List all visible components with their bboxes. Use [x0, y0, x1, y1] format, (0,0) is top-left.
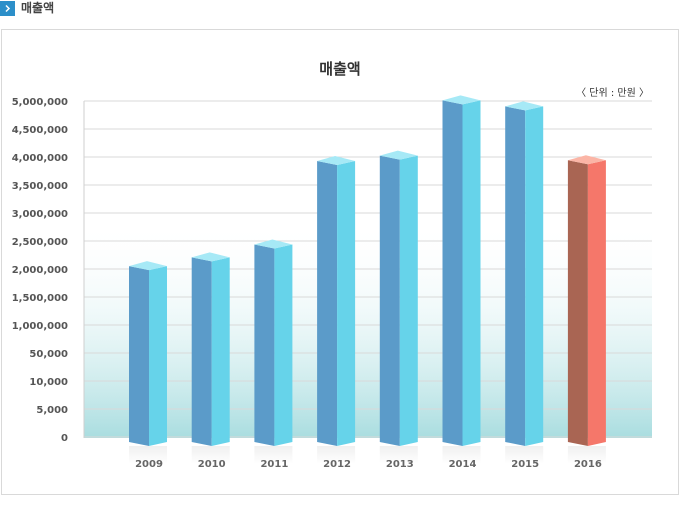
bar-reflection: [379, 446, 418, 464]
bar-reflection: [254, 446, 293, 464]
chevron-right-icon: [0, 0, 15, 16]
bar-front-face: [129, 266, 149, 446]
bar-front-face: [567, 160, 588, 446]
bar-front-face: [254, 244, 275, 446]
x-tick-label: 2010: [198, 459, 226, 470]
bar-side-face: [211, 257, 230, 446]
bar-reflection: [191, 446, 230, 464]
bar-2015: [505, 101, 544, 464]
bar-front-face: [317, 160, 338, 446]
bar-front-face: [191, 257, 212, 446]
bar-top-face: [505, 101, 544, 111]
bar-2014: [442, 95, 481, 464]
bar-side-face: [149, 266, 167, 446]
bar-front-face: [379, 155, 400, 446]
bar-reflection: [317, 446, 356, 464]
bar-side-face: [399, 155, 418, 446]
bar-2011: [254, 239, 293, 464]
y-tick-label: 2,500,000: [12, 237, 68, 248]
x-tick-label: 2011: [260, 459, 288, 470]
bar-2012: [317, 155, 356, 464]
bar-side-face: [337, 160, 356, 446]
x-tick-label: 2016: [574, 459, 602, 470]
bar-front-face: [442, 100, 463, 447]
section-header: 매출액: [0, 0, 54, 16]
y-tick-label: 1,000,000: [12, 321, 68, 332]
bar-chart: 매출액 〈 단위 : 만원 〉 5,000,000 4,500,000 4,000,…: [12, 60, 652, 470]
bar-top-face: [254, 239, 293, 249]
y-tick-label: 3,000,000: [12, 209, 68, 220]
bar-top-face: [442, 95, 481, 105]
y-tick-label: 1,500,000: [12, 293, 68, 304]
chart-title: 매출액: [319, 60, 360, 78]
bar-2013: [379, 150, 418, 464]
bar-reflection: [129, 446, 167, 464]
y-tick-label: 0: [61, 433, 68, 444]
y-tick-label: 4,000,000: [12, 153, 68, 164]
x-tick-label: 2014: [449, 459, 477, 470]
y-tick-label: 10,000: [29, 377, 68, 388]
y-tick-label: 5,000: [36, 405, 68, 416]
x-tick-label: 2009: [135, 459, 163, 470]
bar-reflection: [505, 446, 544, 464]
y-tick-label: 50,000: [29, 349, 68, 360]
bar-2009: [129, 261, 167, 464]
bar-side-face: [525, 106, 544, 446]
y-tick-label: 4,500,000: [12, 125, 68, 136]
bar-side-face: [587, 160, 606, 446]
bar-side-face: [462, 100, 481, 447]
plot-background: [84, 220, 652, 438]
y-tick-label: 3,500,000: [12, 181, 68, 192]
x-tick-label: 2015: [511, 459, 539, 470]
bar-top-face: [191, 252, 230, 262]
x-tick-label: 2013: [386, 459, 414, 470]
unit-label: 〈 단위 : 만원 〉: [576, 86, 649, 99]
section-title: 매출액: [21, 0, 55, 15]
chart-panel: 매출액 〈 단위 : 만원 〉 5,000,000 4,500,000 4,000,…: [1, 29, 679, 495]
bar-reflection: [567, 446, 606, 464]
bar-front-face: [505, 106, 526, 446]
bar-side-face: [274, 244, 293, 446]
bar-2016: [567, 155, 606, 464]
bar-top-face: [379, 150, 418, 160]
y-tick-label: 2,000,000: [12, 265, 68, 276]
bar-top-face: [129, 261, 167, 271]
bar-top-face: [317, 155, 356, 165]
bar-2010: [191, 252, 230, 464]
bar-reflection: [442, 446, 481, 464]
bar-top-face: [567, 155, 606, 165]
x-tick-label: 2012: [323, 459, 351, 470]
y-tick-label: 5,000,000: [12, 97, 68, 108]
